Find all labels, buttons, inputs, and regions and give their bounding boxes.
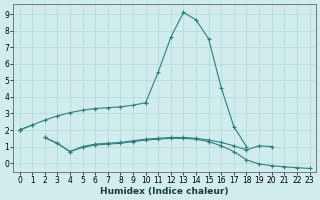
X-axis label: Humidex (Indice chaleur): Humidex (Indice chaleur) <box>100 187 229 196</box>
